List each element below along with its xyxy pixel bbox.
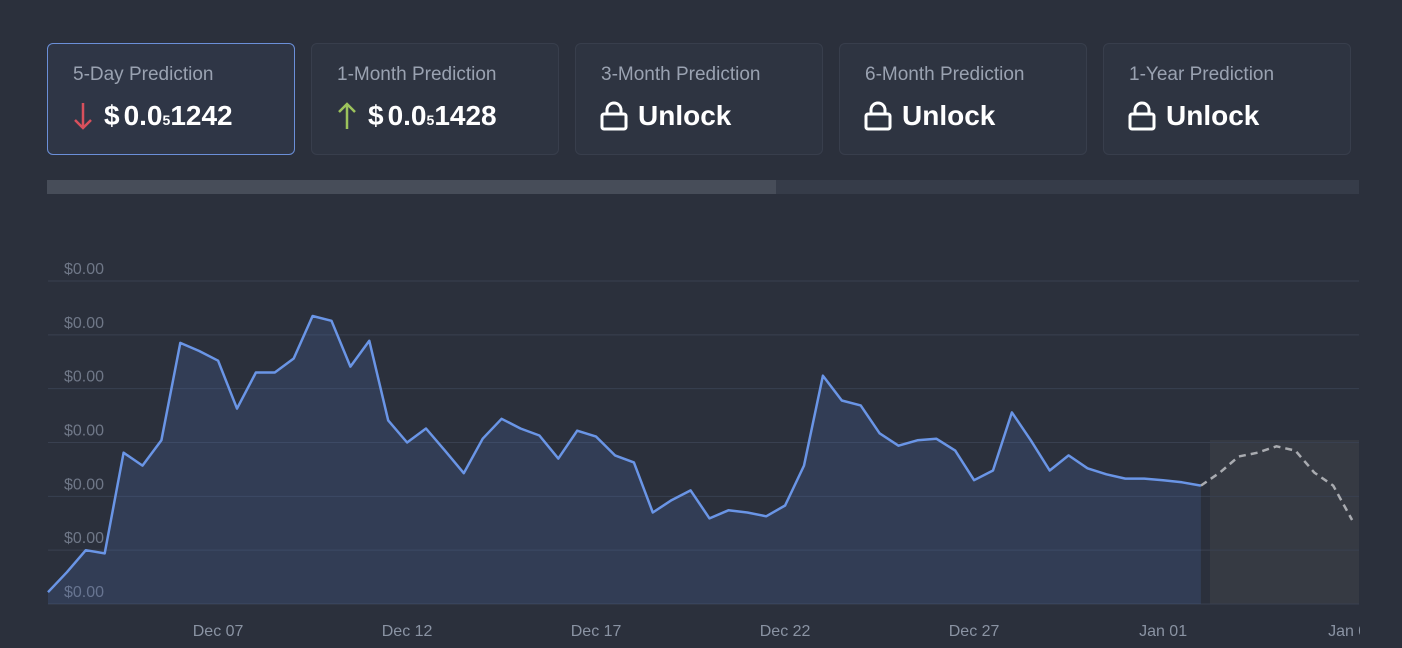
prediction-card[interactable]: 5-Day Prediction $0.0 5 1242 xyxy=(47,43,295,155)
x-tick-label: Dec 07 xyxy=(193,623,244,640)
value-digits: 1428 xyxy=(434,100,497,131)
lock-icon xyxy=(600,101,628,131)
prediction-card[interactable]: 6-Month Prediction Unlock xyxy=(839,43,1087,155)
y-tick-label: $0.00 xyxy=(64,261,104,278)
y-tick-label: $0.00 xyxy=(64,423,104,440)
forecast-region xyxy=(1210,440,1359,604)
y-tick-label: $0.00 xyxy=(64,369,104,386)
card-title: 5-Day Prediction xyxy=(73,64,214,85)
x-tick-label: Dec 17 xyxy=(571,623,622,640)
y-tick-label: $0.00 xyxy=(64,530,104,547)
y-tick-label: $0.00 xyxy=(64,476,104,493)
card-value: $0.0 5 1242 xyxy=(72,100,233,132)
direction-arrow xyxy=(74,103,92,130)
unlock-text: Unlock xyxy=(902,100,996,131)
value-lead: 0.0 xyxy=(387,100,427,131)
card-value: Unlock xyxy=(1128,100,1259,132)
lock-shackle xyxy=(1133,101,1151,114)
card-value: Unlock xyxy=(864,100,995,132)
price-line xyxy=(47,314,1202,594)
y-tick-label: $0.00 xyxy=(64,315,104,332)
prediction-card[interactable]: 3-Month Prediction Unlock xyxy=(575,43,823,155)
arrow xyxy=(74,103,92,130)
forecast-line xyxy=(1200,445,1354,521)
value-subscript: 5 xyxy=(426,112,435,128)
value-subscript: 5 xyxy=(162,112,171,128)
lock-icon xyxy=(1128,101,1156,131)
unlock-text: Unlock xyxy=(638,100,732,131)
value-digits: 1242 xyxy=(170,100,233,131)
lock-shackle xyxy=(869,101,887,114)
lock-shackle xyxy=(605,101,623,114)
card-value: $0.0 5 1428 xyxy=(336,100,497,132)
prediction-card[interactable]: 1-Year Prediction Unlock xyxy=(1103,43,1351,155)
currency: $ xyxy=(368,100,384,131)
card-title: 1-Month Prediction xyxy=(337,64,497,85)
y-tick-label: $0.00 xyxy=(64,584,104,601)
card-title: 6-Month Prediction xyxy=(865,64,1025,85)
scroll-thumb[interactable] xyxy=(47,180,776,194)
lock-icon xyxy=(864,101,892,131)
lock-body xyxy=(600,112,628,131)
card-value: Unlock xyxy=(600,100,731,132)
x-tick-label: Dec 27 xyxy=(949,623,1000,640)
x-tick-label: Jan 06 xyxy=(1328,623,1376,640)
direction-arrow xyxy=(338,102,356,129)
value-lead: 0.0 xyxy=(123,100,163,131)
prediction-card[interactable]: 1-Month Prediction $0.0 5 1428 xyxy=(311,43,559,155)
currency: $ xyxy=(104,100,120,131)
card-title: 3-Month Prediction xyxy=(601,64,761,85)
x-tick-label: Dec 22 xyxy=(760,623,811,640)
lock-body xyxy=(1128,112,1156,131)
unlock-text: Unlock xyxy=(1166,100,1260,131)
scrollbar[interactable] xyxy=(47,180,1359,194)
lock-body xyxy=(864,112,892,131)
arrow xyxy=(338,102,356,129)
x-tick-label: Dec 12 xyxy=(382,623,433,640)
x-tick-label: Jan 01 xyxy=(1139,623,1187,640)
card-title: 1-Year Prediction xyxy=(1129,64,1275,85)
